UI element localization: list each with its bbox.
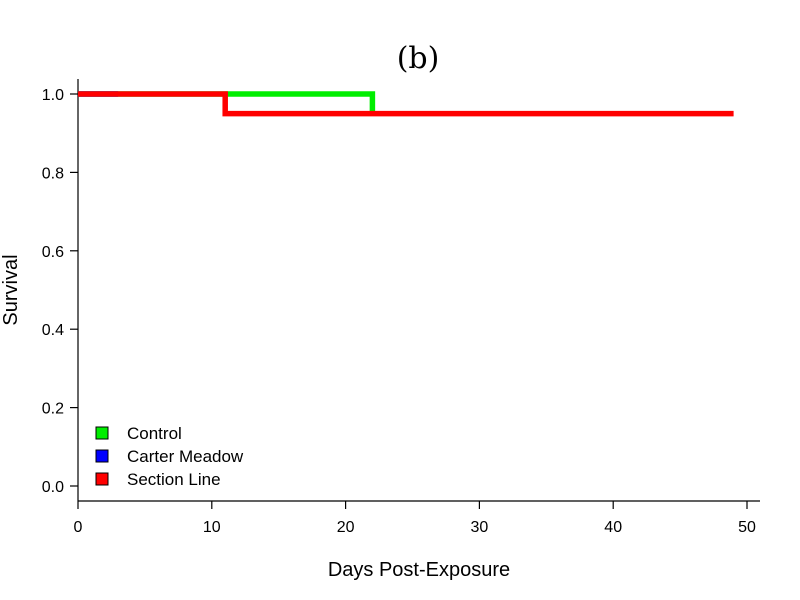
x-tick-label: 30 <box>471 519 489 536</box>
chart-title: (b) <box>397 41 440 76</box>
x-tick-label: 20 <box>337 519 355 536</box>
x-tick-label: 10 <box>203 519 221 536</box>
x-tick-label: 40 <box>604 519 622 536</box>
y-tick-label: 0.4 <box>42 322 64 339</box>
y-tick-label: 0.2 <box>42 401 64 418</box>
y-tick-label: 0.8 <box>42 165 64 182</box>
legend-swatch-carter-meadow <box>95 449 109 463</box>
y-tick-label: 0.6 <box>42 244 64 261</box>
x-tick-label: 50 <box>738 519 756 536</box>
y-tick-label: 1.0 <box>42 87 64 104</box>
series-line-section-line <box>78 91 734 117</box>
plot-series <box>78 91 734 117</box>
x-tick-label: 0 <box>74 519 83 536</box>
legend-label-carter-meadow: Carter Meadow <box>127 447 244 466</box>
x-ticks: 0 10 20 30 40 50 <box>74 501 756 536</box>
x-axis-label: Days Post-Exposure <box>328 559 510 581</box>
legend-swatch-section-line <box>95 472 109 486</box>
y-axis-label: Survival <box>0 254 22 325</box>
legend-label-control: Control <box>127 424 182 443</box>
legend-label-section-line: Section Line <box>127 470 221 489</box>
legend-swatch-control <box>95 426 109 440</box>
y-tick-label: 0.0 <box>42 479 64 496</box>
y-ticks: 0.0 0.2 0.4 0.6 0.8 1.0 <box>42 87 78 496</box>
legend: Control Carter Meadow Section Line <box>95 424 244 489</box>
